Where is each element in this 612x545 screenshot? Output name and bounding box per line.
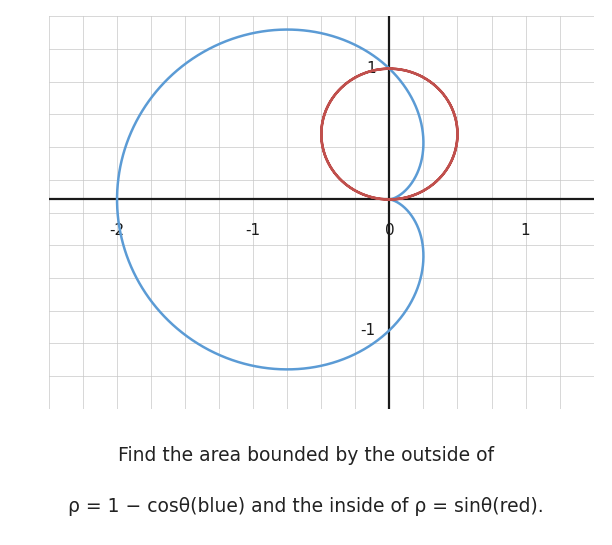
Text: 1: 1 — [366, 61, 376, 76]
Text: 0: 0 — [384, 223, 394, 238]
Text: Find the area bounded by the outside of: Find the area bounded by the outside of — [118, 446, 494, 464]
Text: -1: -1 — [360, 323, 376, 338]
Text: -2: -2 — [110, 223, 125, 238]
Text: ρ = 1 − cosθ(blue) and the inside of ρ = sinθ(red).: ρ = 1 − cosθ(blue) and the inside of ρ =… — [68, 498, 544, 516]
Text: 1: 1 — [521, 223, 531, 238]
Text: -1: -1 — [245, 223, 261, 238]
